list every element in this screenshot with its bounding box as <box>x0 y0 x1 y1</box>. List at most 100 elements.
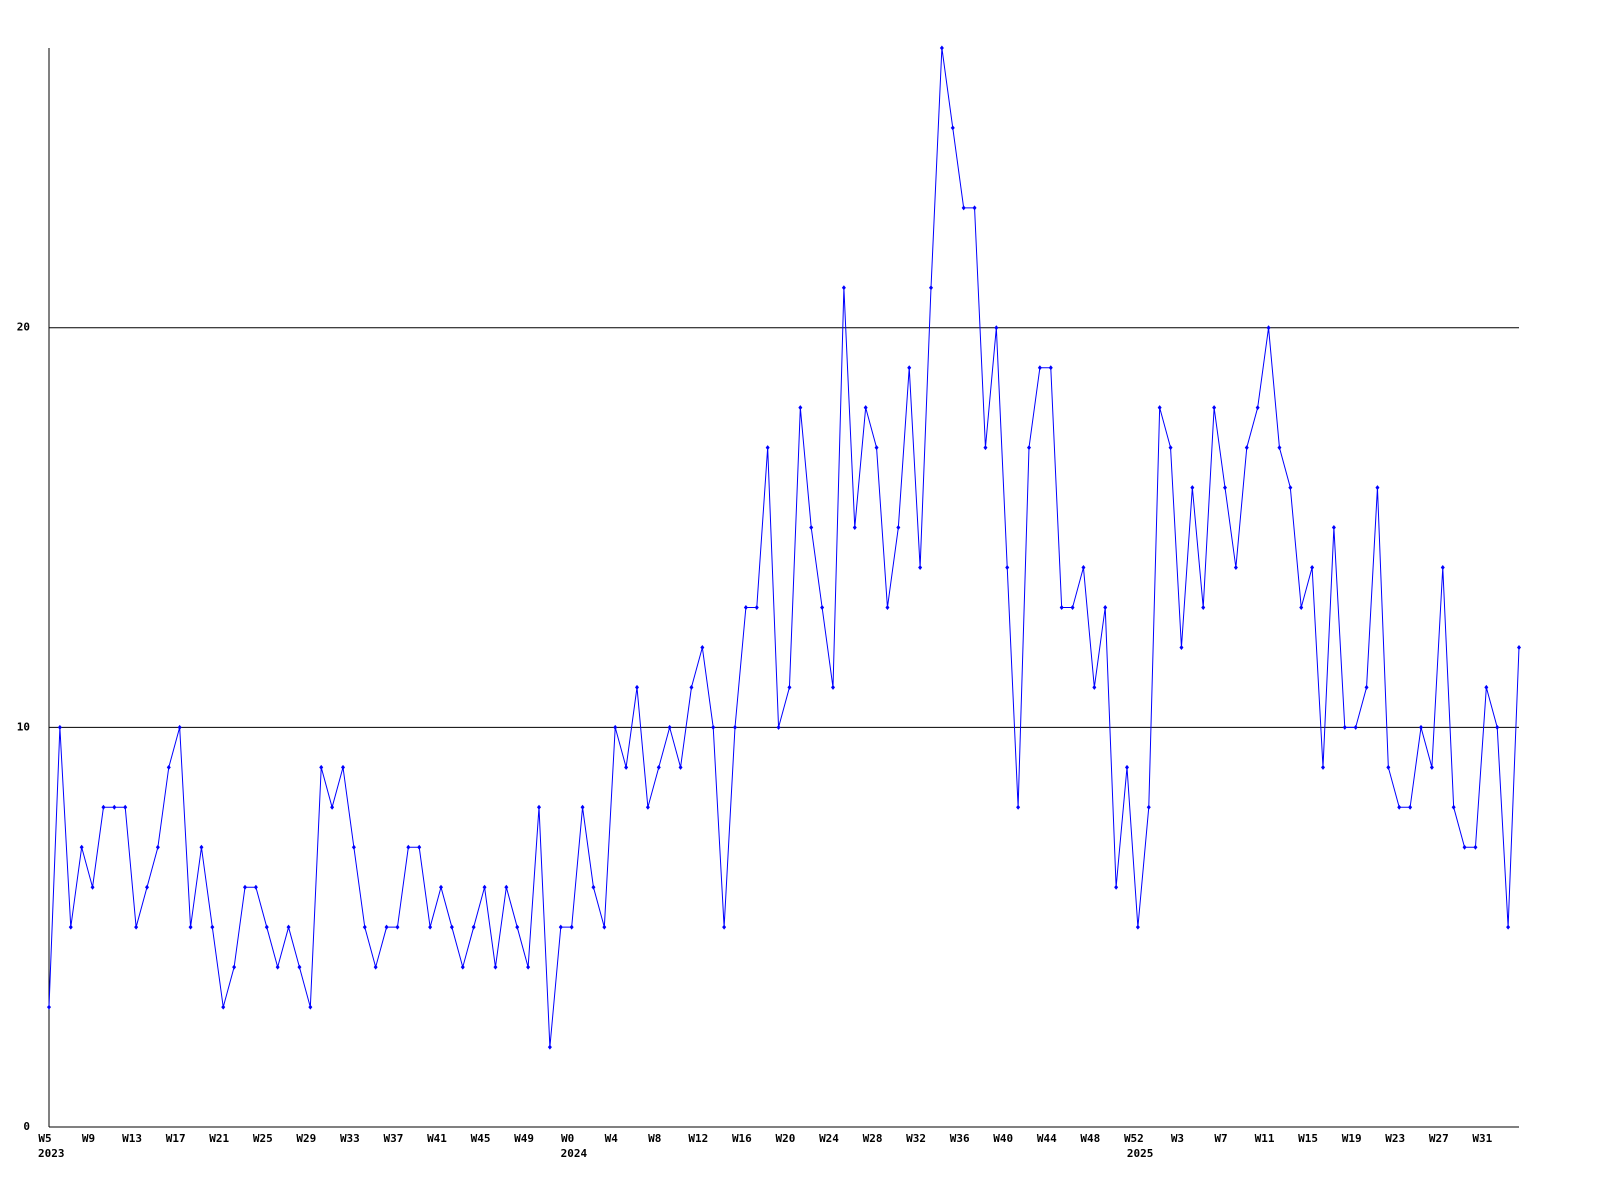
data-point <box>275 964 280 970</box>
data-point <box>863 405 868 411</box>
data-point <box>482 884 487 890</box>
data-point <box>79 844 84 850</box>
x-tick-label: W52 <box>1124 1132 1144 1145</box>
x-tick-label: W17 <box>166 1132 186 1145</box>
data-point <box>439 884 443 890</box>
x-tick-label: W9 <box>82 1132 95 1145</box>
data-point <box>428 924 433 930</box>
data-point <box>700 644 705 650</box>
data-point <box>101 804 106 810</box>
data-point <box>1364 684 1369 690</box>
data-point <box>852 525 857 531</box>
y-tick-label: 10 <box>17 720 30 733</box>
data-point <box>1179 644 1184 650</box>
data-point <box>1419 724 1423 730</box>
data-point <box>1397 804 1402 810</box>
x-tick-label: W32 <box>906 1132 926 1145</box>
data-point <box>373 964 378 970</box>
data-point <box>678 764 683 770</box>
x-tick-label: W31 <box>1472 1132 1492 1145</box>
data-point <box>362 924 367 930</box>
data-point <box>645 804 650 810</box>
data-point <box>395 924 400 930</box>
data-point <box>1103 604 1108 610</box>
x-tick-label: W36 <box>950 1132 970 1145</box>
data-point <box>929 285 933 291</box>
data-point <box>983 445 988 451</box>
data-point <box>1157 405 1162 411</box>
data-point <box>308 1004 313 1010</box>
data-point <box>471 924 476 930</box>
data-point <box>1092 684 1097 690</box>
x-tick-label: W24 <box>819 1132 839 1145</box>
data-point <box>776 724 781 730</box>
data-point <box>765 445 770 451</box>
data-point <box>1462 844 1467 850</box>
data-point <box>1048 365 1053 371</box>
data-point <box>635 684 639 690</box>
data-point <box>243 884 247 890</box>
x-tick-label: W19 <box>1342 1132 1362 1145</box>
data-point <box>1059 604 1064 610</box>
data-point <box>809 525 814 531</box>
data-point <box>1440 565 1445 571</box>
data-point <box>831 684 835 690</box>
data-point <box>166 764 171 770</box>
data-point <box>1114 884 1119 890</box>
data-point <box>1244 445 1249 451</box>
data-point <box>602 924 607 930</box>
data-point <box>1223 485 1227 491</box>
data-point <box>1081 565 1086 571</box>
data-point <box>1016 804 1021 810</box>
data-point <box>406 844 411 850</box>
x-tick-label: W0 <box>561 1132 574 1145</box>
data-point <box>743 604 748 610</box>
data-point <box>384 924 389 930</box>
x-tick-label: W8 <box>648 1132 661 1145</box>
data-point <box>1190 485 1195 491</box>
x-tick-label: W40 <box>993 1132 1013 1145</box>
data-point <box>820 604 825 610</box>
data-point <box>569 924 574 930</box>
x-tick-label: W21 <box>209 1132 229 1145</box>
data-point <box>896 525 901 531</box>
data-point <box>330 804 335 810</box>
data-point <box>722 924 727 930</box>
data-point <box>1473 844 1478 850</box>
data-point <box>1125 764 1129 770</box>
data-line <box>48 47 1520 1048</box>
data-point <box>798 405 803 411</box>
x-tick-label: W41 <box>427 1132 447 1145</box>
data-point <box>1027 445 1031 451</box>
data-point <box>907 365 912 371</box>
x-tick-label: W4 <box>605 1132 619 1145</box>
x-tick-label: W15 <box>1298 1132 1318 1145</box>
data-point <box>493 964 498 970</box>
data-point <box>1201 604 1206 610</box>
data-point <box>264 924 269 930</box>
x-tick-label: W16 <box>732 1132 752 1145</box>
data-point <box>1517 644 1521 650</box>
data-point <box>918 565 923 571</box>
data-point <box>1386 764 1391 770</box>
data-point <box>624 764 629 770</box>
data-point <box>68 924 73 930</box>
data-point <box>613 724 618 730</box>
data-point <box>656 764 661 770</box>
x-tick-label: W11 <box>1255 1132 1275 1145</box>
data-point <box>1506 924 1511 930</box>
data-point <box>961 205 966 211</box>
data-point <box>319 764 324 770</box>
x-tick-label: W48 <box>1080 1132 1100 1145</box>
data-point <box>1266 325 1271 331</box>
data-point <box>449 924 454 930</box>
data-point <box>515 924 520 930</box>
data-point <box>57 724 62 730</box>
data-point <box>733 724 737 730</box>
x-tick-label: W49 <box>514 1132 534 1145</box>
x-tick-label: W5 <box>38 1132 51 1145</box>
data-point <box>711 724 716 730</box>
data-point <box>1146 804 1151 810</box>
x-tick-label: W13 <box>122 1132 142 1145</box>
data-point <box>1408 804 1413 810</box>
